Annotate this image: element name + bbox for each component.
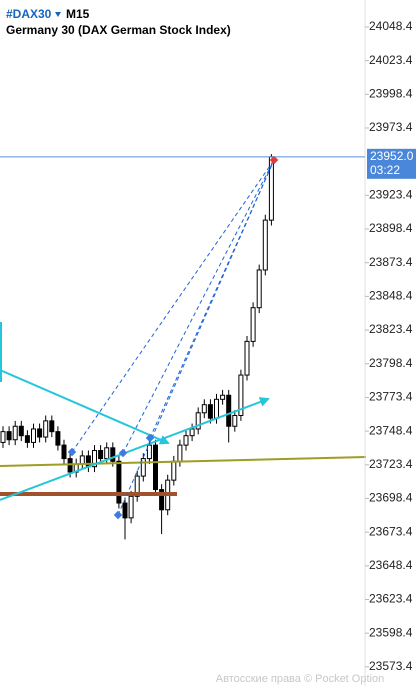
timer: 03:22 [370,163,400,177]
y-tick-label: 23873.4 [369,255,413,269]
y-tick-label: 23748.4 [369,423,413,437]
y-tick-label: 23673.4 [369,524,413,538]
candle-body [262,219,268,271]
candle-body [201,404,207,414]
candle-body [153,444,158,491]
candle-body [128,495,134,519]
candle-body [226,394,232,427]
candle-body [0,431,6,443]
y-tick-label: 23998.4 [369,86,413,100]
candle-body [61,444,67,460]
edge-marker [0,322,2,382]
candle-body [214,398,219,419]
candle-body [67,458,73,473]
y-tick-label: 23848.4 [369,289,413,303]
y-tick-label: 23973.4 [369,120,413,134]
price-box [367,148,416,179]
candle-body [43,420,49,438]
dropdown-icon[interactable] [55,12,61,17]
trend-arrow [0,397,270,501]
candle-body [159,489,165,511]
candle-body [177,444,183,462]
timeframe[interactable]: M15 [66,7,90,21]
candle-body [24,435,30,443]
y-tick-label: 23798.4 [369,356,413,370]
candle-body [189,428,195,437]
candle-body [37,428,43,438]
chart-title: Germany 30 (DAX German Stock Index) [6,23,231,37]
candle-body [250,307,256,342]
candle-body [244,340,250,376]
price-label: 23952.0 [370,149,414,163]
price-axis: 24048.4 24023.4 23998.4 23973.4 23923.4 23898… [0,19,416,673]
candle-body [171,460,177,481]
candle-body [49,420,55,433]
y-tick-label: 23923.4 [369,188,413,202]
candle-body [256,269,262,309]
candle-body [183,435,189,446]
candle-body [122,502,128,519]
y-tick-label: 23898.4 [369,221,413,235]
candle-body [207,404,213,419]
candle-body [220,394,226,400]
candle-body [140,458,146,477]
candles [0,154,274,540]
trend-arrow [0,369,170,445]
candle-body [85,455,91,468]
y-tick-label: 24048.4 [369,19,413,33]
candle-body [79,455,85,465]
y-tick-label: 23573.4 [369,659,413,673]
candle-body [146,444,152,460]
candle-body [116,460,122,504]
y-tick-label: 23773.4 [369,390,413,404]
watermark: Автосские права © Pocket Option [216,673,384,685]
y-tick-label: 23598.4 [369,625,413,639]
candle-body [12,425,18,441]
candle-body [31,428,36,443]
candle-body [55,431,61,446]
y-tick-label: 23648.4 [369,558,413,572]
candle-body [104,447,110,460]
y-tick-label: 23623.4 [369,592,413,606]
y-tick-label: 23723.4 [369,457,413,471]
support-line [0,456,367,467]
candle-body [195,412,201,430]
y-tick-label: 23698.4 [369,491,413,505]
candle-body [110,447,116,462]
projection-lines [71,159,275,516]
symbol[interactable]: #DAX30 [6,7,52,21]
candle-body [18,425,24,437]
drawings [0,155,367,520]
candle-body [92,450,97,468]
candle-body [238,374,244,416]
candle-body [6,431,12,441]
candle-body [134,475,140,497]
y-tick-label: 24023.4 [369,53,413,67]
target-marker [269,155,279,165]
candle-body [98,450,104,460]
candle-body [232,414,238,427]
y-tick-label: 23823.4 [369,322,413,336]
